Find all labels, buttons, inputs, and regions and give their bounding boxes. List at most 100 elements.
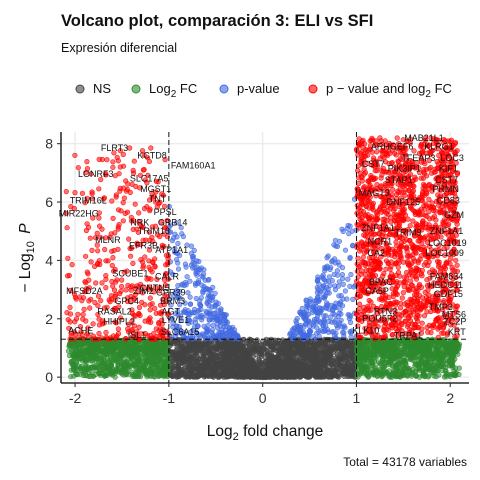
data-point — [392, 372, 398, 378]
data-point — [234, 363, 240, 370]
legend-item-fc: Log2 FC — [131, 81, 197, 100]
chart-subtitle: Expresión diferencial — [61, 41, 177, 55]
data-point — [304, 371, 311, 377]
data-point — [79, 342, 85, 348]
data-point — [273, 355, 279, 362]
data-point — [127, 347, 133, 354]
data-point — [255, 346, 261, 352]
data-point — [325, 374, 332, 380]
data-point — [424, 353, 430, 359]
data-point — [179, 351, 185, 357]
data-point — [147, 373, 153, 379]
data-point — [200, 290, 206, 296]
data-point — [318, 340, 324, 347]
data-point — [340, 303, 346, 309]
data-point — [311, 316, 318, 323]
data-point — [187, 278, 193, 284]
data-point — [170, 355, 176, 361]
data-point — [411, 346, 418, 353]
data-point — [434, 363, 440, 369]
data-point — [443, 361, 449, 367]
data-point — [175, 373, 182, 379]
data-point — [354, 342, 360, 348]
data-point — [324, 367, 330, 373]
data-point — [323, 313, 329, 319]
legend-label-ns: NS — [93, 81, 111, 96]
data-point — [244, 355, 250, 361]
data-point — [110, 347, 117, 353]
data-point — [113, 367, 119, 373]
data-point — [379, 364, 385, 370]
data-point — [68, 374, 74, 380]
data-point — [195, 374, 202, 380]
legend-key-p — [219, 84, 229, 94]
data-point — [227, 371, 233, 377]
data-point — [354, 357, 360, 363]
data-point — [275, 370, 281, 377]
data-point — [280, 367, 286, 374]
data-point — [140, 367, 146, 374]
data-point — [101, 341, 108, 347]
data-point — [180, 233, 186, 240]
data-point — [127, 360, 133, 366]
data-point — [90, 352, 96, 358]
data-point — [310, 350, 317, 356]
data-point — [145, 349, 151, 355]
data-point — [256, 356, 262, 362]
data-point — [407, 340, 413, 347]
data-point — [350, 296, 356, 303]
legend-label-fc: Log2 FC — [149, 81, 197, 100]
data-point — [426, 349, 433, 355]
data-point — [187, 301, 194, 307]
data-point — [162, 341, 168, 348]
data-point — [192, 365, 198, 372]
data-point — [255, 367, 262, 374]
data-point — [107, 371, 114, 377]
data-point — [287, 349, 293, 355]
data-point — [200, 367, 206, 373]
data-point — [325, 354, 331, 360]
data-point — [282, 344, 288, 351]
legend-item-ns: NS — [75, 81, 111, 96]
data-point — [252, 372, 258, 378]
data-point — [300, 341, 306, 347]
data-point — [400, 373, 406, 379]
data-point — [152, 354, 158, 360]
data-point — [248, 366, 255, 372]
data-point — [419, 343, 425, 349]
data-point — [222, 351, 228, 357]
data-point — [145, 353, 151, 359]
data-point — [267, 355, 273, 361]
data-point — [77, 365, 83, 371]
data-point — [229, 352, 235, 358]
data-point — [184, 357, 190, 363]
data-point — [315, 287, 321, 293]
data-point — [452, 349, 458, 355]
data-point — [175, 260, 181, 266]
data-point — [206, 276, 212, 283]
data-point — [213, 299, 219, 305]
data-point — [131, 373, 137, 379]
data-point — [318, 372, 324, 378]
data-point — [224, 340, 230, 346]
data-point — [331, 364, 337, 370]
data-point — [188, 243, 195, 249]
data-point — [338, 311, 344, 317]
data-point — [446, 343, 452, 350]
data-point — [365, 351, 371, 357]
data-point — [90, 373, 96, 379]
data-point — [342, 364, 348, 370]
data-point — [347, 319, 354, 326]
data-point — [230, 364, 236, 370]
data-point — [285, 340, 291, 347]
data-point — [126, 352, 132, 358]
data-point — [337, 355, 343, 361]
data-point — [114, 342, 120, 348]
data-point — [406, 353, 412, 359]
data-point — [344, 355, 350, 361]
data-point — [420, 372, 427, 378]
data-point — [335, 343, 341, 349]
data-point — [388, 348, 395, 354]
data-point — [347, 340, 353, 346]
data-point — [162, 371, 168, 377]
